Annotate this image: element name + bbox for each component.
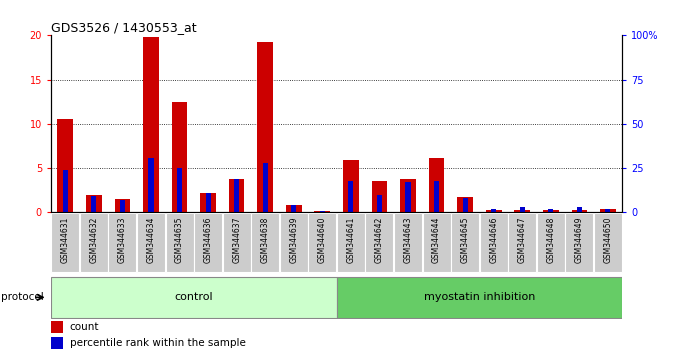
Bar (200, 193, 216, 212)
Bar (377, 195, 382, 212)
Text: GSM344633: GSM344633 (118, 217, 127, 263)
Text: GSM344639: GSM344639 (289, 217, 299, 263)
Bar (543, 210, 559, 212)
Bar (457, 198, 473, 212)
Text: control: control (175, 292, 213, 302)
Bar (262, 163, 268, 212)
Bar (571, 210, 588, 212)
Bar (371, 181, 388, 212)
Text: GSM344641: GSM344641 (346, 217, 356, 263)
Bar (320, 211, 325, 212)
Bar (600, 209, 616, 212)
Text: GSM344647: GSM344647 (517, 217, 527, 263)
Text: GSM344640: GSM344640 (318, 217, 327, 263)
Text: GSM344642: GSM344642 (375, 217, 384, 263)
Bar (400, 179, 416, 212)
FancyBboxPatch shape (337, 213, 365, 272)
Bar (434, 181, 439, 212)
Bar (577, 207, 582, 212)
Bar (514, 210, 530, 212)
Bar (291, 205, 296, 212)
Bar (143, 37, 159, 212)
FancyBboxPatch shape (279, 213, 308, 272)
Text: GSM344646: GSM344646 (489, 217, 498, 263)
Text: GSM344649: GSM344649 (575, 217, 584, 263)
Bar (171, 102, 188, 212)
Text: GSM344636: GSM344636 (203, 217, 213, 263)
Bar (428, 158, 445, 212)
Bar (86, 195, 102, 212)
FancyBboxPatch shape (251, 213, 279, 272)
FancyBboxPatch shape (108, 213, 137, 272)
FancyBboxPatch shape (479, 213, 508, 272)
Bar (348, 181, 354, 212)
FancyBboxPatch shape (222, 213, 251, 272)
FancyBboxPatch shape (308, 213, 337, 272)
Text: GSM344634: GSM344634 (146, 217, 156, 263)
FancyBboxPatch shape (565, 213, 594, 272)
Bar (120, 200, 125, 212)
Text: GSM344644: GSM344644 (432, 217, 441, 263)
Text: GSM344648: GSM344648 (546, 217, 556, 263)
Bar (314, 211, 330, 212)
Text: GSM344637: GSM344637 (232, 217, 241, 263)
Bar (177, 168, 182, 212)
FancyBboxPatch shape (422, 213, 451, 272)
Bar (51, 321, 63, 333)
Text: count: count (69, 322, 99, 332)
FancyBboxPatch shape (365, 213, 394, 272)
Bar (520, 207, 525, 212)
FancyBboxPatch shape (594, 213, 622, 272)
Text: GDS3526 / 1430553_at: GDS3526 / 1430553_at (51, 21, 197, 34)
Text: GSM344643: GSM344643 (403, 217, 413, 263)
Bar (257, 42, 273, 212)
Bar (51, 337, 63, 349)
FancyBboxPatch shape (80, 213, 108, 272)
FancyBboxPatch shape (394, 213, 422, 272)
FancyBboxPatch shape (51, 213, 80, 272)
Text: GSM344650: GSM344650 (603, 217, 613, 263)
Bar (491, 209, 496, 212)
Bar (486, 210, 502, 212)
FancyBboxPatch shape (51, 277, 337, 318)
Bar (286, 205, 302, 212)
FancyBboxPatch shape (451, 213, 479, 272)
Text: percentile rank within the sample: percentile rank within the sample (69, 338, 245, 348)
FancyBboxPatch shape (165, 213, 194, 272)
Text: GSM344631: GSM344631 (61, 217, 70, 263)
Bar (405, 182, 411, 212)
Bar (91, 196, 97, 212)
Bar (114, 199, 131, 212)
FancyBboxPatch shape (537, 213, 565, 272)
Bar (148, 158, 154, 212)
Bar (63, 170, 68, 212)
FancyBboxPatch shape (508, 213, 537, 272)
Bar (462, 198, 468, 212)
Text: myostatin inhibition: myostatin inhibition (424, 292, 535, 302)
Text: protocol: protocol (1, 292, 44, 302)
FancyBboxPatch shape (337, 277, 622, 318)
Text: GSM344638: GSM344638 (260, 217, 270, 263)
Bar (228, 179, 245, 212)
Bar (205, 193, 211, 212)
Text: GSM344645: GSM344645 (460, 217, 470, 263)
Bar (343, 160, 359, 212)
Text: GSM344632: GSM344632 (89, 217, 99, 263)
Bar (548, 209, 554, 212)
Text: GSM344635: GSM344635 (175, 217, 184, 263)
Bar (57, 120, 73, 212)
FancyBboxPatch shape (137, 213, 165, 272)
FancyBboxPatch shape (194, 213, 222, 272)
Bar (234, 179, 239, 212)
Bar (605, 209, 611, 212)
